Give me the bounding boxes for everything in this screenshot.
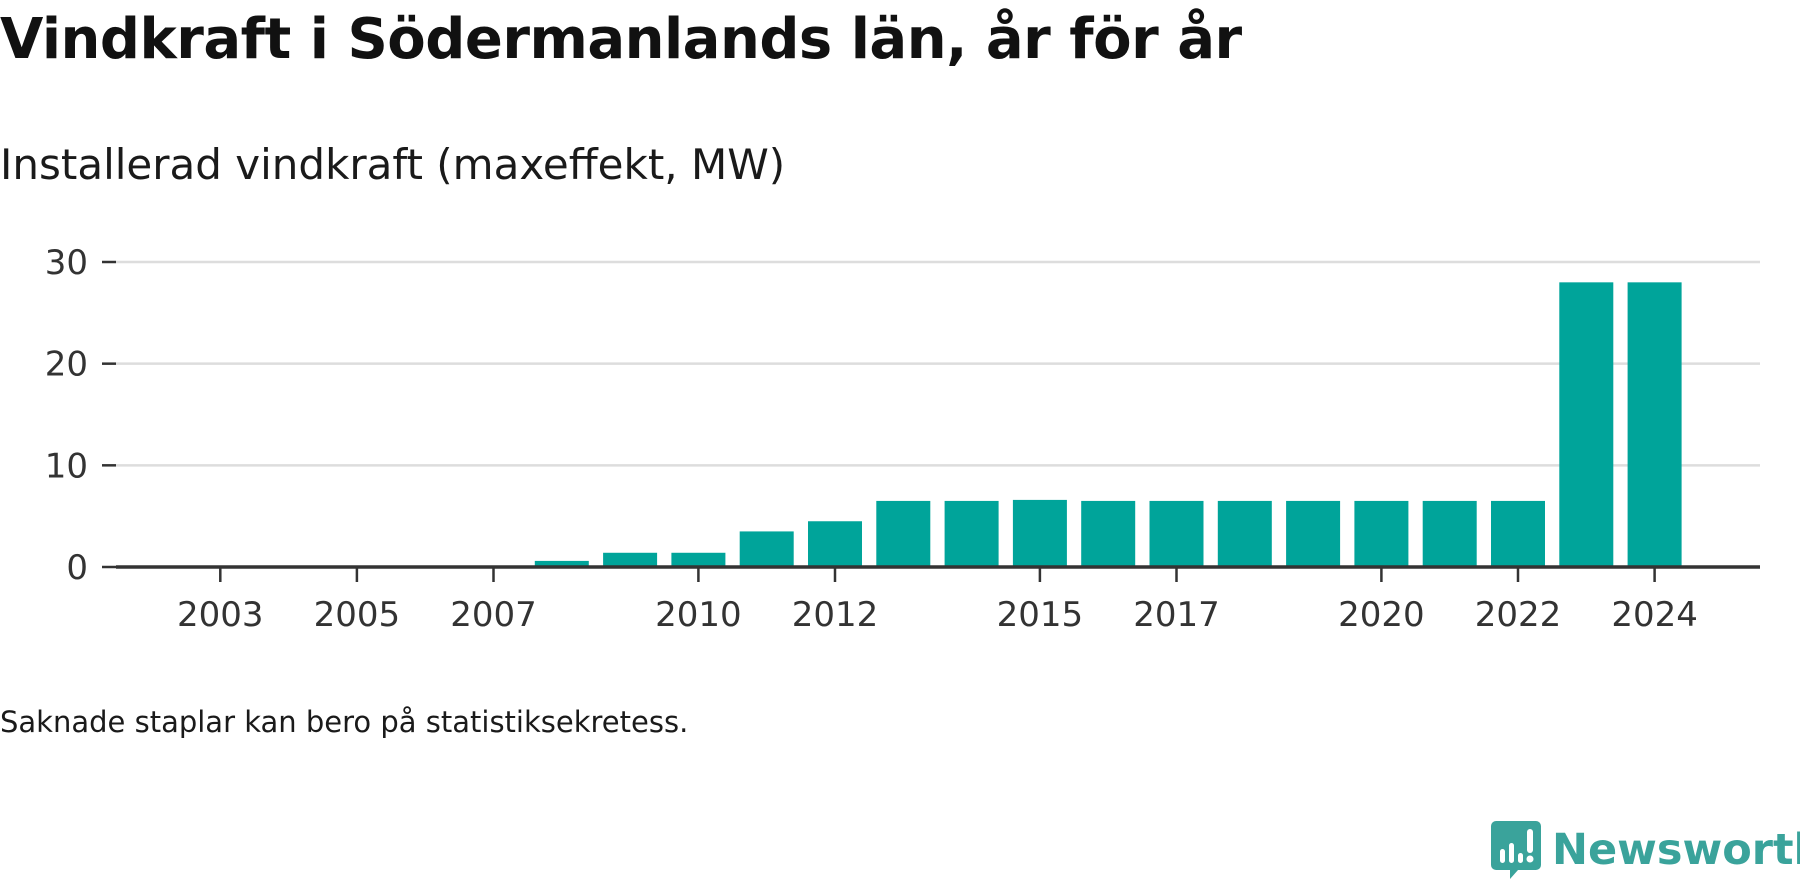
x-tick-labels: 2003 2005 2007 2010 2012 2015 2017 2020 2022 2024 — [177, 595, 1698, 635]
bars — [534, 282, 1682, 567]
bar-chart: 0 10 20 30 2003 2005 2007 2010 2012 2015 2017 2020… — [45, 243, 1760, 635]
bar-2010 — [671, 552, 726, 567]
x-tick-label: 2022 — [1475, 595, 1562, 635]
newsworthy-logo-icon — [1491, 821, 1541, 879]
y-tick-label: 20 — [45, 345, 88, 385]
bar-2012 — [808, 521, 862, 567]
x-tick-label: 2003 — [177, 595, 264, 635]
x-tick-label: 2015 — [997, 595, 1084, 635]
bar-2024 — [1627, 282, 1682, 567]
brand-logo: Newsworthy — [1490, 818, 1800, 882]
chart-title: Vindkraft i Södermanlands län, år för år — [0, 7, 1242, 72]
y-tick-label: 10 — [45, 446, 88, 486]
gridlines — [102, 260, 1760, 569]
bar-2018 — [1217, 500, 1272, 567]
bar-2020 — [1354, 500, 1409, 567]
bar-2008 — [534, 560, 589, 567]
bar-2009 — [603, 552, 658, 567]
x-tick-label: 2010 — [655, 595, 742, 635]
bar-2022 — [1491, 500, 1545, 567]
bar-2023 — [1559, 282, 1614, 567]
y-tick-labels: 0 10 20 30 — [45, 243, 88, 588]
axes — [116, 565, 1760, 582]
x-tick-label: 2020 — [1338, 595, 1425, 635]
bar-2019 — [1286, 500, 1341, 567]
bar-2015 — [1012, 499, 1067, 567]
x-tick-label: 2017 — [1133, 595, 1220, 635]
x-tick-label: 2024 — [1611, 595, 1698, 635]
bar-2014 — [944, 500, 999, 567]
bar-2013 — [876, 500, 931, 567]
x-tick-label: 2007 — [450, 595, 537, 635]
y-tick-label: 30 — [45, 243, 88, 283]
bar-2016 — [1081, 500, 1136, 567]
x-tick-label: 2005 — [314, 595, 401, 635]
y-tick-label: 0 — [66, 548, 88, 588]
bar-2021 — [1422, 500, 1477, 567]
x-tick-label: 2012 — [792, 595, 879, 635]
chart-subtitle: Installerad vindkraft (maxeffekt, MW) — [0, 140, 786, 189]
footnote: Saknade staplar kan bero på statistiksek… — [0, 705, 689, 739]
bar-2011 — [739, 531, 794, 567]
brand-name: Newsworthy — [1552, 825, 1800, 875]
bar-2017 — [1149, 500, 1204, 567]
